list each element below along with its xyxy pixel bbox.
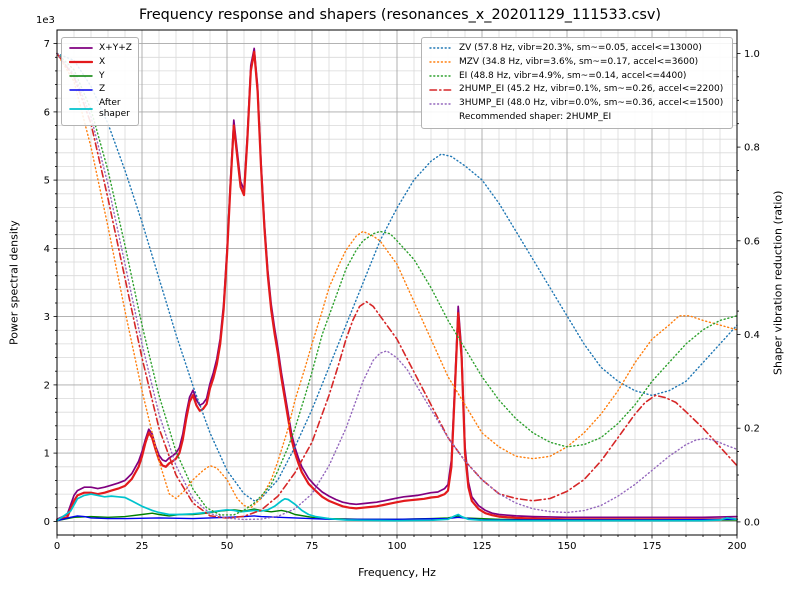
shaper-curve-3hump_ei	[56, 52, 738, 521]
legend-label-2hump_ei: 2HUMP_EI (45.2 Hz, vibr=0.1%, sm~=0.26, …	[459, 84, 724, 95]
svg-text:0: 0	[44, 517, 50, 528]
svg-text:175: 175	[642, 541, 661, 552]
legend-label-after_shaper: After shaper	[99, 98, 130, 119]
legend-label-y: Y	[99, 70, 105, 81]
svg-text:50: 50	[221, 541, 234, 552]
legend-item-x: X	[69, 57, 131, 68]
legend-item-zv: ZV (57.8 Hz, vibr=20.3%, sm~=0.05, accel…	[429, 43, 725, 54]
psd-curve-x	[55, 50, 739, 522]
y-axis-offset-label: 1e3	[36, 15, 55, 26]
legend-line-sample-xyz	[69, 47, 93, 50]
legend-label-3hump_ei: 3HUMP_EI (48.0 Hz, vibr=0.0%, sm~=0.36, …	[459, 98, 724, 109]
svg-text:0.4: 0.4	[744, 330, 760, 341]
svg-text:200: 200	[727, 541, 746, 552]
legend-line-sample-2hump_ei	[429, 88, 453, 91]
legend-label-x: X	[99, 56, 106, 67]
svg-text:0: 0	[54, 541, 60, 552]
svg-text:2: 2	[44, 380, 50, 391]
legend-line-sample-zv	[429, 47, 453, 50]
legend-item-2hump_ei: 2HUMP_EI (45.2 Hz, vibr=0.1%, sm~=0.26, …	[429, 84, 725, 95]
legend-psd: X+Y+Z X Y Z After shaper	[61, 37, 139, 126]
y-axis-label-right: Shaper vibration reduction (ratio)	[771, 190, 785, 375]
psd-curve-after_shaper	[56, 493, 738, 522]
legend-item-y: Y	[69, 71, 131, 82]
y-axis-label-left: Power spectral density	[7, 220, 21, 345]
legend-item-xyz: X+Y+Z	[69, 43, 132, 54]
svg-text:1.0: 1.0	[744, 49, 760, 60]
svg-text:75: 75	[306, 541, 319, 552]
svg-text:6: 6	[44, 107, 50, 118]
svg-text:5: 5	[44, 176, 50, 187]
svg-text:125: 125	[472, 541, 491, 552]
legend-line-sample-y	[69, 75, 93, 77]
svg-text:0.2: 0.2	[744, 424, 760, 435]
svg-text:1: 1	[44, 449, 50, 460]
tick-labels: 0 25 50 75 100 125 150 175 200 0 1 2 3 4 5 6 7 0.0 0.2 0.4 0…	[44, 39, 760, 552]
svg-text:25: 25	[136, 541, 149, 552]
legend-item-after_shaper: After shaper	[69, 98, 131, 120]
axis-ticks	[53, 43, 741, 539]
legend-line-sample-x	[69, 61, 93, 64]
legend-label-mzv: MZV (34.8 Hz, vibr=3.6%, sm~=0.17, accel…	[459, 56, 699, 67]
svg-text:7: 7	[44, 39, 50, 50]
shaper-curve-zv	[56, 52, 738, 502]
legend-label-ei: EI (48.8 Hz, vibr=4.9%, sm~=0.14, accel<…	[459, 70, 687, 81]
legend-label-xyz: X+Y+Z	[99, 43, 132, 53]
shaper-curve-2hump_ei	[56, 52, 738, 519]
svg-text:0.8: 0.8	[744, 143, 760, 154]
legend-line-sample-mzv	[429, 61, 453, 63]
legend-line-sample-3hump_ei	[429, 102, 453, 105]
legend-label-zv: ZV (57.8 Hz, vibr=20.3%, sm~=0.05, accel…	[459, 43, 702, 53]
shaper-curve-ei	[56, 52, 738, 516]
legend-label-z: Z	[99, 84, 106, 95]
svg-text:150: 150	[557, 541, 576, 552]
legend-item-3hump_ei: 3HUMP_EI (48.0 Hz, vibr=0.0%, sm~=0.36, …	[429, 98, 725, 109]
legend-note-recommended-shaper: Recommended shaper: 2HUMP_EI	[459, 111, 612, 122]
svg-text:0.0: 0.0	[744, 517, 760, 528]
legend-shapers: ZV (57.8 Hz, vibr=20.3%, sm~=0.05, accel…	[421, 37, 733, 129]
legend-line-sample-after_shaper	[69, 108, 93, 110]
legend-item-ei: EI (48.8 Hz, vibr=4.9%, sm~=0.14, accel<…	[429, 71, 725, 82]
legend-line-sample-ei	[429, 75, 453, 77]
svg-text:4: 4	[44, 244, 50, 255]
legend-line-sample-z	[69, 89, 93, 91]
chart-title: Frequency response and shapers (resonanc…	[138, 7, 661, 23]
legend-item-z: Z	[69, 84, 131, 95]
svg-text:3: 3	[44, 312, 50, 323]
svg-text:100: 100	[387, 541, 406, 552]
x-axis-label: Frequency, Hz	[358, 566, 436, 579]
legend-item-mzv: MZV (34.8 Hz, vibr=3.6%, sm~=0.17, accel…	[429, 57, 725, 68]
svg-text:0.6: 0.6	[744, 236, 760, 247]
